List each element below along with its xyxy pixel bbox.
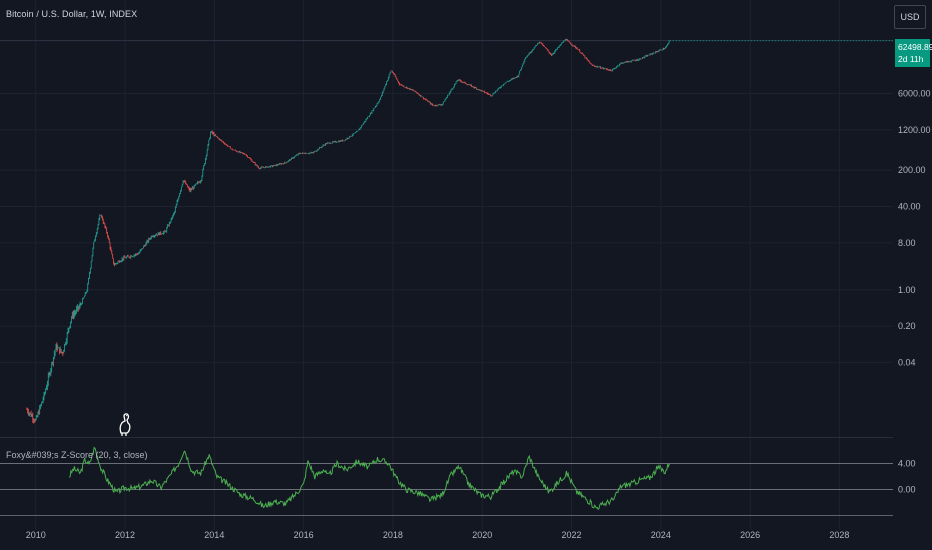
price-candles [26,38,670,424]
zscore-axis[interactable]: 4.00 0.00 [898,458,916,494]
zscore-tick-label: 4.00 [898,458,916,468]
time-tick-label: 2022 [562,530,582,540]
time-tick-label: 2024 [651,530,671,540]
time-tick-label: 2018 [383,530,403,540]
time-tick-label: 2020 [472,530,492,540]
time-tick-label: 2016 [294,530,314,540]
currency-button[interactable]: USD [894,5,926,29]
zscore-line [68,446,670,511]
indicator-title[interactable]: Foxy&#039;s Z-Score (20, 3, close) [6,450,148,460]
time-tick-label: 2028 [829,530,849,540]
time-tick-label: 2010 [26,530,46,540]
price-tick-label: 0.04 [898,357,916,367]
time-tick-label: 2026 [740,530,760,540]
tradingview-logo[interactable] [119,413,131,436]
price-tick-label: 0.20 [898,321,916,331]
price-tick-label: 200.00 [898,165,926,175]
zscore-levels [0,463,893,516]
last-price-value: 62498.89 [898,42,932,52]
price-axis[interactable]: 6000.00 1200.00 200.00 40.00 8.00 1.00 0.20 0.0… [898,88,931,367]
time-tick-label: 2012 [115,530,135,540]
price-tick-label: 8.00 [898,238,916,248]
zscore-tick-label: 0.00 [898,484,916,494]
price-tick-label: 6000.00 [898,88,931,98]
last-price-tag: 62498.89 2d 11h [895,39,932,67]
time-axis[interactable]: 2010 2012 2014 2016 2018 2020 2022 2024 2026 2028 [26,530,850,540]
time-tick-label: 2014 [204,530,224,540]
price-tick-label: 40.00 [898,202,921,212]
price-tick-label: 1200.00 [898,125,931,135]
symbol-title[interactable]: Bitcoin / U.S. Dollar, 1W, INDEX [6,9,138,19]
bar-countdown: 2d 11h [898,54,924,64]
price-tick-label: 1.00 [898,285,916,295]
grid-lines [0,0,893,530]
